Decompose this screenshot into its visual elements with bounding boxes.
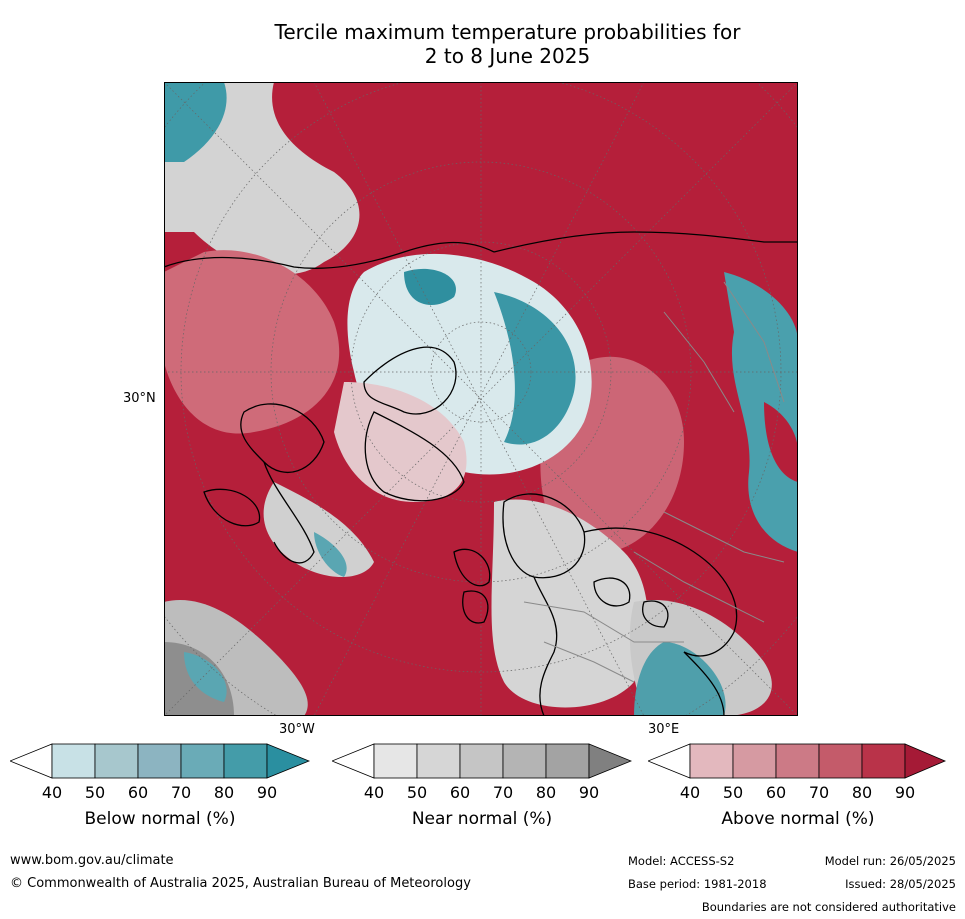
- colorbar-label: Near normal (%): [411, 809, 553, 829]
- colorbar-tick: 50: [84, 783, 106, 802]
- map-graphic: [164, 82, 798, 716]
- colorbar-segment: [51, 743, 96, 779]
- above-normal-region: [764, 402, 798, 482]
- colorbar-tick: 70: [492, 783, 514, 802]
- colorbar-segment: [332, 743, 375, 779]
- colorbar-segment: [137, 743, 182, 779]
- boundary-disclaimer: Boundaries are not considered authoritat…: [701, 900, 956, 914]
- colorbar-tick: 80: [535, 783, 557, 802]
- colorbar-segment: [459, 743, 504, 779]
- below-normal-region: [634, 642, 726, 716]
- colorbar-segment: [502, 743, 547, 779]
- colorbar-tick: 70: [808, 783, 830, 802]
- colorbar-swatches: [10, 743, 310, 779]
- colorbar-tick: 40: [363, 783, 385, 802]
- title-line-1: Tercile maximum temperature probabilitie…: [274, 20, 741, 44]
- colorbar-tick: 70: [170, 783, 192, 802]
- colorbar-segment: [732, 743, 777, 779]
- polar-map: [164, 82, 798, 716]
- model-name: Model: ACCESS-S2: [628, 854, 735, 868]
- colorbar-tick: 40: [41, 783, 63, 802]
- colorbar-segment: [689, 743, 734, 779]
- colorbar-segment: [10, 743, 53, 779]
- colorbar-tick: 80: [851, 783, 873, 802]
- colorbar-below-normal: 40 50 60 70 80 90 Below normal (%): [10, 743, 310, 853]
- title-line-2: 2 to 8 June 2025: [424, 44, 591, 68]
- colorbar-segment: [861, 743, 906, 779]
- chart-title: Tercile maximum temperature probabilitie…: [0, 20, 965, 68]
- colorbar-segment: [266, 743, 310, 779]
- latitude-label: 30°N: [123, 391, 156, 406]
- longitude-label-west: 30°W: [279, 722, 315, 737]
- graticule: [164, 82, 798, 716]
- colorbar-tick: 80: [213, 783, 235, 802]
- base-period: Base period: 1981-2018: [628, 877, 767, 891]
- issued-date: Issued: 28/05/2025: [845, 877, 956, 891]
- colorbar-segment: [416, 743, 461, 779]
- colorbar-label: Below normal (%): [84, 809, 236, 829]
- colorbar-tick: 60: [127, 783, 149, 802]
- colorbar-ticks: 40 50 60 70 80 90: [332, 783, 632, 803]
- colorbar-tick: 50: [722, 783, 744, 802]
- website-link[interactable]: www.bom.gov.au/climate: [10, 853, 174, 868]
- below-normal-region: [404, 268, 456, 305]
- colorbar-tick: 90: [894, 783, 916, 802]
- longitude-label-east: 30°E: [648, 722, 680, 737]
- colorbar-tick: 60: [449, 783, 471, 802]
- coastlines: [164, 231, 798, 716]
- colorbar-tick: 90: [256, 783, 278, 802]
- below-normal-region: [314, 532, 347, 577]
- near-normal-region: [263, 482, 374, 577]
- colorbar-tick: 90: [578, 783, 600, 802]
- colorbar-swatches: [332, 743, 632, 779]
- colorbar-label: Above normal (%): [721, 809, 875, 829]
- colorbar-above-normal: 40 50 60 70 80 90 Above normal (%): [648, 743, 948, 853]
- colorbar-segment: [545, 743, 590, 779]
- colorbar-ticks: 40 50 60 70 80 90: [648, 783, 948, 803]
- model-run: Model run: 26/05/2025: [824, 854, 956, 868]
- colorbar-segment: [818, 743, 863, 779]
- copyright-text: © Commonwealth of Australia 2025, Austra…: [10, 876, 471, 891]
- country-borders: [523, 281, 785, 683]
- colorbar-segment: [180, 743, 225, 779]
- colorbar-tick: 40: [679, 783, 701, 802]
- colorbar-segment: [94, 743, 139, 779]
- above-normal-light-region: [334, 382, 467, 502]
- below-normal-region: [724, 272, 798, 552]
- colorbar-ticks: 40 50 60 70 80 90: [10, 783, 310, 803]
- colorbar-segment: [223, 743, 268, 779]
- colorbar-swatches: [648, 743, 947, 779]
- colorbar-segment: [588, 743, 632, 779]
- colorbar-segment: [775, 743, 820, 779]
- below-normal-region: [494, 292, 576, 445]
- above-normal-moderate-region: [164, 250, 340, 434]
- near-normal-region: [491, 499, 648, 708]
- below-normal-region: [184, 652, 227, 702]
- below-normal-region: [164, 82, 227, 162]
- colorbar-tick: 60: [765, 783, 787, 802]
- colorbar-segment: [648, 743, 691, 779]
- colorbar-segment: [904, 743, 947, 779]
- colorbar-segment: [373, 743, 418, 779]
- colorbar-near-normal: 40 50 60 70 80 90 Near normal (%): [332, 743, 632, 853]
- colorbar-tick: 50: [406, 783, 428, 802]
- map-frame: [164, 82, 798, 716]
